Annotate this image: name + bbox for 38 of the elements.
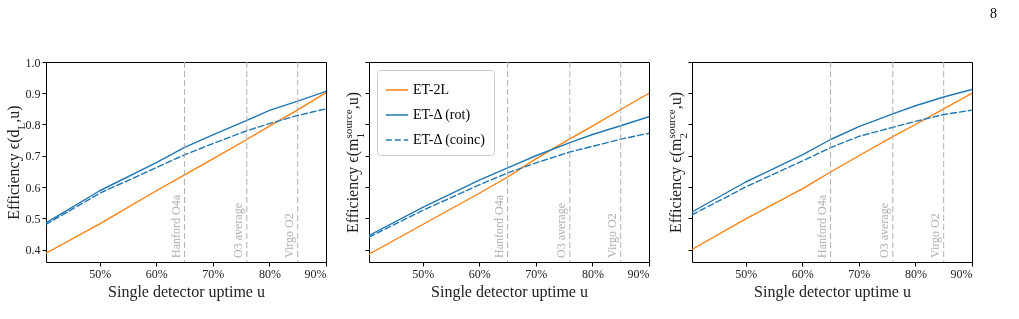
- x-tick-label: 80%: [258, 266, 281, 281]
- y-tick-label: 0.4: [25, 243, 41, 257]
- y-tick-label: 1.0: [25, 55, 41, 70]
- x-tick-label: 90%: [304, 266, 327, 281]
- x-tick-label: 60%: [468, 266, 491, 281]
- y-tick-label: 0.6: [25, 180, 41, 195]
- legend-label: ET-2L: [413, 82, 450, 97]
- x-tick-label: 90%: [950, 266, 973, 281]
- x-tick-label: 70%: [848, 266, 871, 281]
- legend-label: ET-Δ (rot): [413, 107, 471, 123]
- y-tick-label: 0.5: [25, 211, 41, 226]
- ref-line-label: O3 average: [876, 203, 891, 258]
- ref-line-label: O3 average: [230, 203, 245, 258]
- y-tick-label: 0.9: [25, 86, 41, 101]
- ref-line-label: Hanford O4a: [814, 194, 829, 258]
- x-tick-label: 60%: [791, 266, 814, 281]
- x-tick-label: 50%: [412, 266, 435, 281]
- ref-line-label: Virgo O2: [604, 213, 619, 258]
- x-tick-label: 60%: [145, 266, 168, 281]
- x-tick-label: 80%: [581, 266, 604, 281]
- x-tick-label: 70%: [202, 266, 225, 281]
- y-tick-label: 0.8: [25, 118, 41, 132]
- x-tick-label: 50%: [89, 266, 112, 281]
- ref-line-label: Virgo O2: [281, 213, 296, 258]
- x-tick-label: 70%: [525, 266, 548, 281]
- text: 8: [990, 6, 997, 21]
- x-tick-label: 80%: [904, 266, 927, 281]
- x-tick-label: 90%: [627, 266, 650, 281]
- ref-line-label: O3 average: [553, 203, 568, 258]
- x-axis-title: Single detector uptime u: [108, 282, 265, 301]
- y-tick-label: 0.7: [25, 149, 41, 164]
- ref-line-label: Virgo O2: [927, 213, 942, 258]
- ref-line-label: Hanford O4a: [168, 194, 183, 258]
- x-axis-title: Single detector uptime u: [754, 282, 911, 301]
- x-axis-title: Single detector uptime u: [431, 282, 588, 301]
- legend-label: ET-Δ (coinc): [413, 132, 486, 148]
- ref-line-label: Hanford O4a: [491, 194, 506, 258]
- x-tick-label: 50%: [735, 266, 758, 281]
